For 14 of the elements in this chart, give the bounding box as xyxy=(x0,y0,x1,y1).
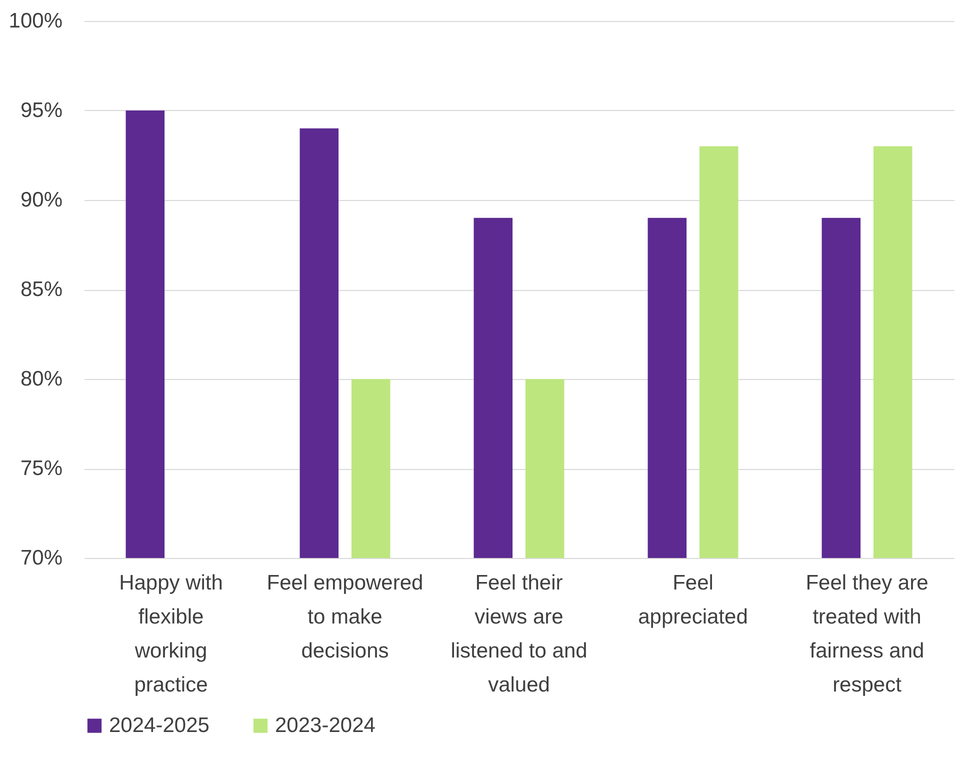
x-tick-label: Feel empowered to make decisions xyxy=(266,572,424,662)
legend-label: 2024-2025 xyxy=(109,714,210,737)
y-tick-label: 100% xyxy=(8,10,62,32)
y-tick-label: 75% xyxy=(20,457,62,480)
legend-label: 2023-2024 xyxy=(275,714,376,737)
y-tick-label: 80% xyxy=(20,368,62,390)
y-tick-label: 70% xyxy=(20,546,62,570)
y-tick-label: 95% xyxy=(20,99,62,122)
x-tick-label: Happy with flexible working practice xyxy=(119,572,223,696)
x-tick-label: Feel their views are listened to and valued xyxy=(450,572,588,696)
x-tick-label: Feel appreciated xyxy=(638,572,748,628)
x-tick-label: Feel they are treated with fairness and respect xyxy=(806,572,928,696)
y-tick-label: 85% xyxy=(20,278,62,301)
y-tick-label: 90% xyxy=(20,188,62,212)
